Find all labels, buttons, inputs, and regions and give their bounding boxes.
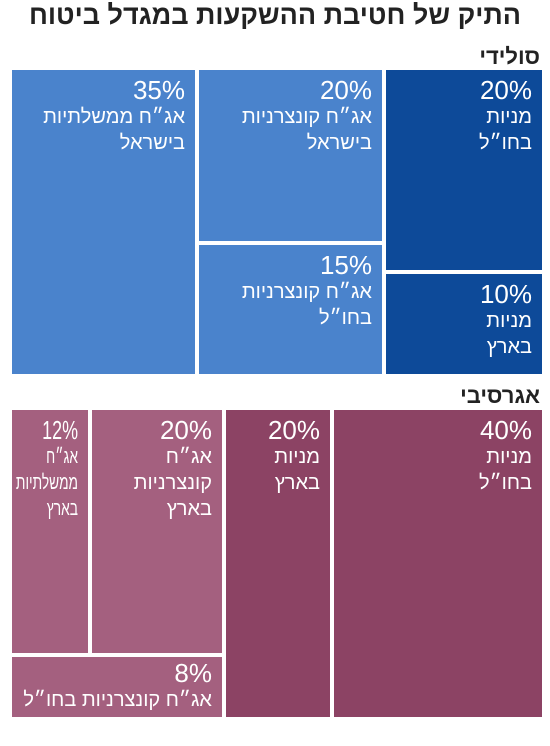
tile-text: 35% אג״ח ממשלתיות בישראל [18,76,185,156]
tile-label: מניות בארץ [232,444,320,496]
treemap-tile: 15% אג״ח קונצרניות בחו״ל [199,245,382,374]
tile-value: 15% [205,251,372,279]
tile-label: אג״ח ממשלתיות בארץ [37,444,78,522]
treemap-tile: 12% אג״ח ממשלתיות בארץ [12,410,88,653]
tile-value: 40% [340,416,532,444]
tile-value: 12% [37,416,78,444]
tile-text: 20% אג״ח קונצרניות בישראל [205,76,372,156]
treemap-tile: 20% אג״ח קונצרניות בארץ [92,410,222,653]
tile-text: 10% מניות בארץ [392,280,532,360]
tile-label: אג״ח קונצרניות בחו״ל [205,279,372,331]
tile-label: מניות בחו״ל [392,104,532,156]
treemap-tile: 20% מניות בחו״ל [386,70,542,270]
tile-label: אג״ח ממשלתיות בישראל [18,104,185,156]
tile-text: 15% אג״ח קונצרניות בחו״ל [205,251,372,331]
tile-text: 20% אג״ח קונצרניות בארץ [98,416,212,522]
tile-text: 40% מניות בחו״ל [340,416,532,496]
treemap-tile: 20% מניות בארץ [226,410,330,717]
treemap-tile: 20% אג״ח קונצרניות בישראל [199,70,382,241]
tile-label: אג״ח קונצרניות בישראל [205,104,372,156]
tile-label: מניות בחו״ל [340,444,532,496]
tile-value: 10% [392,280,532,308]
treemap-tile: 40% מניות בחו״ל [334,410,542,717]
treemap-tile: 10% מניות בארץ [386,274,542,374]
tile-label: אג״ח קונצרניות בארץ [98,444,212,522]
tile-text: 20% מניות בארץ [232,416,320,496]
tile-text: 20% מניות בחו״ל [392,76,532,156]
tile-label: אג״ח קונצרניות בחו״ל [18,687,212,713]
tile-value: 35% [18,76,185,104]
tile-label: מניות בארץ [392,308,532,360]
tile-text: 8% אג״ח קונצרניות בחו״ל [18,659,212,713]
tile-value: 8% [18,659,212,687]
tile-value: 20% [205,76,372,104]
tile-value: 20% [232,416,320,444]
tile-value: 20% [98,416,212,444]
treemap-tile: 8% אג״ח קונצרניות בחו״ל [12,657,222,717]
tile-value: 20% [392,76,532,104]
tile-text: 12% אג״ח ממשלתיות בארץ [37,416,78,522]
treemap-tile: 35% אג״ח ממשלתיות בישראל [12,70,195,374]
